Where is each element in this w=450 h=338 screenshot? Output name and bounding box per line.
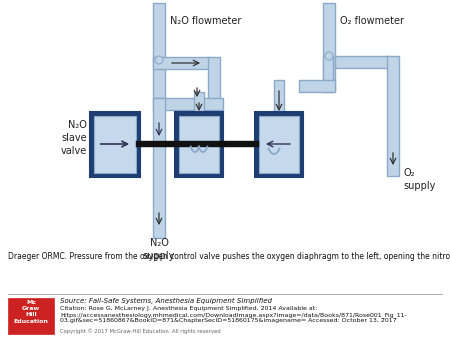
Text: Source: Fail-Safe Systems, Anesthesia Equipment Simplified: Source: Fail-Safe Systems, Anesthesia Eq…: [60, 298, 272, 304]
Text: N₂O
supply: N₂O supply: [143, 238, 175, 261]
Text: Draeger ORMC. Pressure from the oxygen control valve pushes the oxygen diaphragm: Draeger ORMC. Pressure from the oxygen c…: [8, 252, 450, 261]
Bar: [335, 56, 390, 68]
Bar: [255, 112, 303, 177]
Bar: [259, 116, 299, 173]
Bar: [153, 98, 223, 110]
Text: Citation: Rose G, McLarney J. Anesthesia Equipment Simplified, 2014 Available at: Citation: Rose G, McLarney J. Anesthesia…: [60, 306, 317, 311]
Bar: [153, 57, 211, 69]
Bar: [179, 116, 219, 173]
Bar: [94, 116, 136, 173]
Text: https://accessanesthesiology.mhmedical.com/DownloadImage.aspx?image=/data/Books/: https://accessanesthesiology.mhmedical.c…: [60, 312, 407, 318]
Bar: [90, 112, 140, 177]
Bar: [194, 92, 204, 114]
Circle shape: [155, 56, 163, 64]
Text: O₂ flowmeter: O₂ flowmeter: [340, 16, 404, 26]
Bar: [299, 80, 335, 92]
Bar: [387, 56, 399, 176]
Bar: [323, 56, 333, 92]
Bar: [136, 141, 259, 147]
Bar: [153, 3, 165, 98]
Bar: [323, 3, 335, 91]
Circle shape: [325, 52, 333, 60]
Bar: [153, 98, 165, 238]
Text: N₂O flowmeter: N₂O flowmeter: [170, 16, 241, 26]
Text: N₂O
slave
valve: N₂O slave valve: [61, 120, 87, 156]
Bar: [208, 57, 220, 107]
Bar: [8, 298, 54, 334]
Bar: [175, 112, 223, 177]
Bar: [274, 80, 284, 114]
Text: Mc
Graw
Hill
Education: Mc Graw Hill Education: [14, 300, 49, 323]
Text: O₂
supply: O₂ supply: [403, 168, 436, 191]
Text: Copyright © 2017 McGraw-Hill Education. All rights reserved: Copyright © 2017 McGraw-Hill Education. …: [60, 328, 220, 334]
Text: 03.gif&sec=51860867&BookID=871&ChapterSecID=51860175&imagename= Accessed: Octobe: 03.gif&sec=51860867&BookID=871&ChapterSe…: [60, 318, 396, 323]
